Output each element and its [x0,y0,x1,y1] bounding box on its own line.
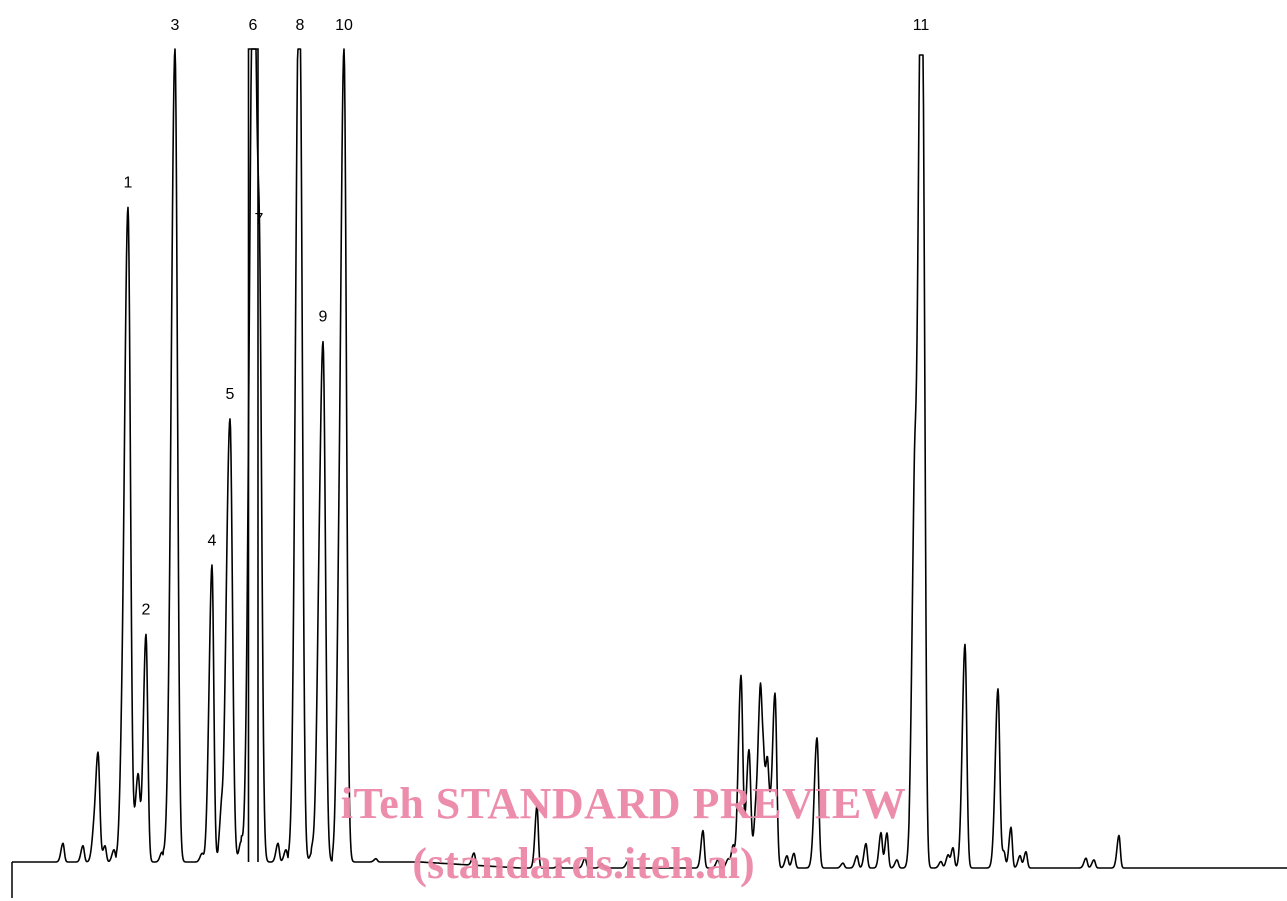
peak-label-7: 7 [255,211,264,228]
chromatogram-trace [11,48,1287,869]
peak-labels: 1 2 3 4 5 6 7 8 9 10 11 [124,17,930,618]
peak-label-4: 4 [208,532,217,549]
peak-6-flat-top [247,48,259,862]
peak-label-9: 9 [319,309,328,326]
peak-label-11: 11 [913,17,930,34]
peak-label-10: 10 [335,17,353,34]
peak-label-2: 2 [142,601,151,618]
peak-label-6: 6 [249,17,258,34]
peak-label-3: 3 [171,17,180,34]
peak-label-8: 8 [296,17,305,34]
peak-label-5: 5 [226,386,235,403]
peak-label-1: 1 [124,175,133,192]
